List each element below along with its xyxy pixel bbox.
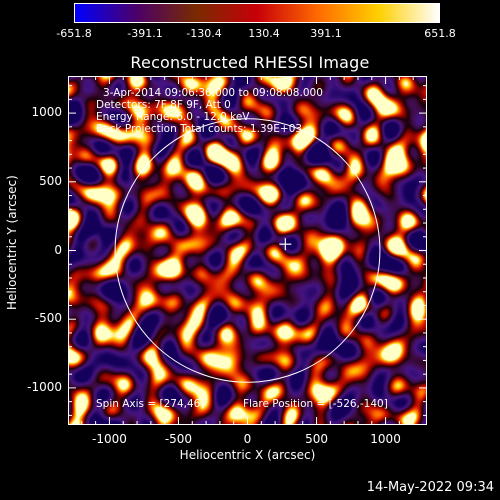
colorbar-tick-label: 130.4 <box>248 27 280 40</box>
image-canvas <box>68 76 427 425</box>
colorbar-tick-label: -391.1 <box>127 27 163 40</box>
x-tick-label: 500 <box>305 432 328 446</box>
flare-position-text: Flare Position = [-526,-140] <box>243 398 388 410</box>
plot-frame <box>68 76 427 425</box>
solar-limb-circle <box>114 118 381 383</box>
y-tick-label: 0 <box>54 242 62 257</box>
colorbar-tick-label: -130.4 <box>186 27 222 40</box>
colorbar <box>74 3 440 23</box>
x-tick-label: -1000 <box>91 432 127 446</box>
colorbar-tick-label: 651.8 <box>424 27 456 40</box>
timestamp: 14-May-2022 09:34 <box>366 480 494 495</box>
detectors-text: Detectors: 7F 8F 9F, Att 0 <box>96 99 231 111</box>
colorbar-tick-label: -651.8 <box>56 27 92 40</box>
y-tick-label: 1000 <box>31 105 62 120</box>
x-tick-label: 0 <box>243 432 252 446</box>
spin-axis-text: Spin Axis = [274,46] <box>96 398 205 410</box>
plot-title: Reconstructed RHESSI Image <box>130 53 370 72</box>
time-range-text: 3-Apr-2014 09:06:36.000 to 09:08:08.000 <box>103 87 323 99</box>
y-tick-label: 500 <box>39 173 62 188</box>
energy-range-text: Energy Range: 6.0 - 12.0 keV <box>96 111 250 123</box>
rhessi-image <box>68 76 427 425</box>
x-tick-label: -500 <box>164 432 193 446</box>
y-axis-label: Heliocentric Y (arcsec) <box>5 115 19 310</box>
colorbar-tick-label: 391.1 <box>310 27 342 40</box>
y-tick-label: -1000 <box>27 379 62 394</box>
y-tick-label: -500 <box>34 311 62 326</box>
x-tick-label: 1000 <box>370 432 401 446</box>
y-axis-label-text: Heliocentric Y (arcsec) <box>5 175 19 310</box>
x-axis-label: Heliocentric X (arcsec) <box>179 448 316 462</box>
method-counts-text: Back Projection Total counts: 1.39E+03 <box>96 123 303 135</box>
